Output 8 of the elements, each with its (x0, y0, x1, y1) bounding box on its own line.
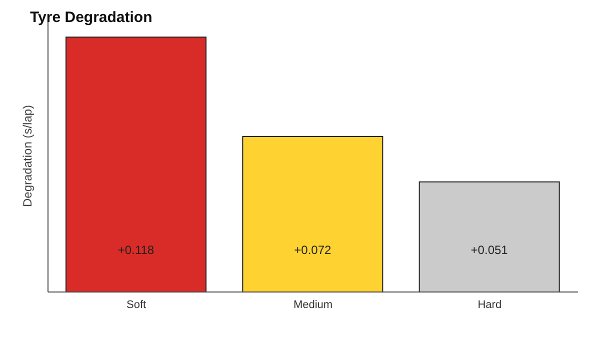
y-axis-title: Degradation (s/lap) (20, 104, 34, 207)
x-tick-label: Medium (293, 298, 333, 311)
x-tick-label: Hard (478, 298, 502, 311)
data-label: +0.118 (118, 243, 154, 257)
chart-title: Tyre Degradation (30, 9, 152, 26)
data-label: +0.072 (294, 243, 332, 257)
x-tick-label: Soft (126, 298, 146, 311)
data-label: +0.051 (470, 243, 508, 257)
